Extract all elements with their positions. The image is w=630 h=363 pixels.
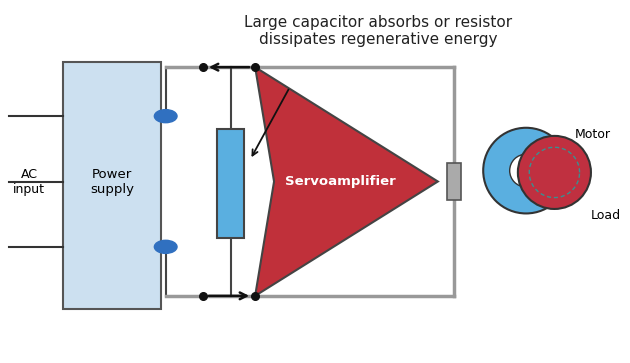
FancyBboxPatch shape: [447, 163, 461, 200]
FancyBboxPatch shape: [217, 129, 244, 238]
Circle shape: [154, 110, 177, 123]
Text: Motor: Motor: [575, 128, 611, 141]
FancyBboxPatch shape: [63, 62, 161, 309]
Text: Load: Load: [591, 209, 621, 223]
Text: Large capacitor absorbs or resistor
dissipates regenerative energy: Large capacitor absorbs or resistor diss…: [244, 15, 512, 47]
Circle shape: [154, 240, 177, 253]
Ellipse shape: [518, 136, 591, 209]
Text: Servoamplifier: Servoamplifier: [285, 175, 396, 188]
Text: AC
input: AC input: [13, 167, 45, 196]
Text: Power
supply: Power supply: [90, 167, 134, 196]
Ellipse shape: [483, 128, 569, 213]
Polygon shape: [255, 67, 438, 296]
Ellipse shape: [510, 154, 542, 187]
